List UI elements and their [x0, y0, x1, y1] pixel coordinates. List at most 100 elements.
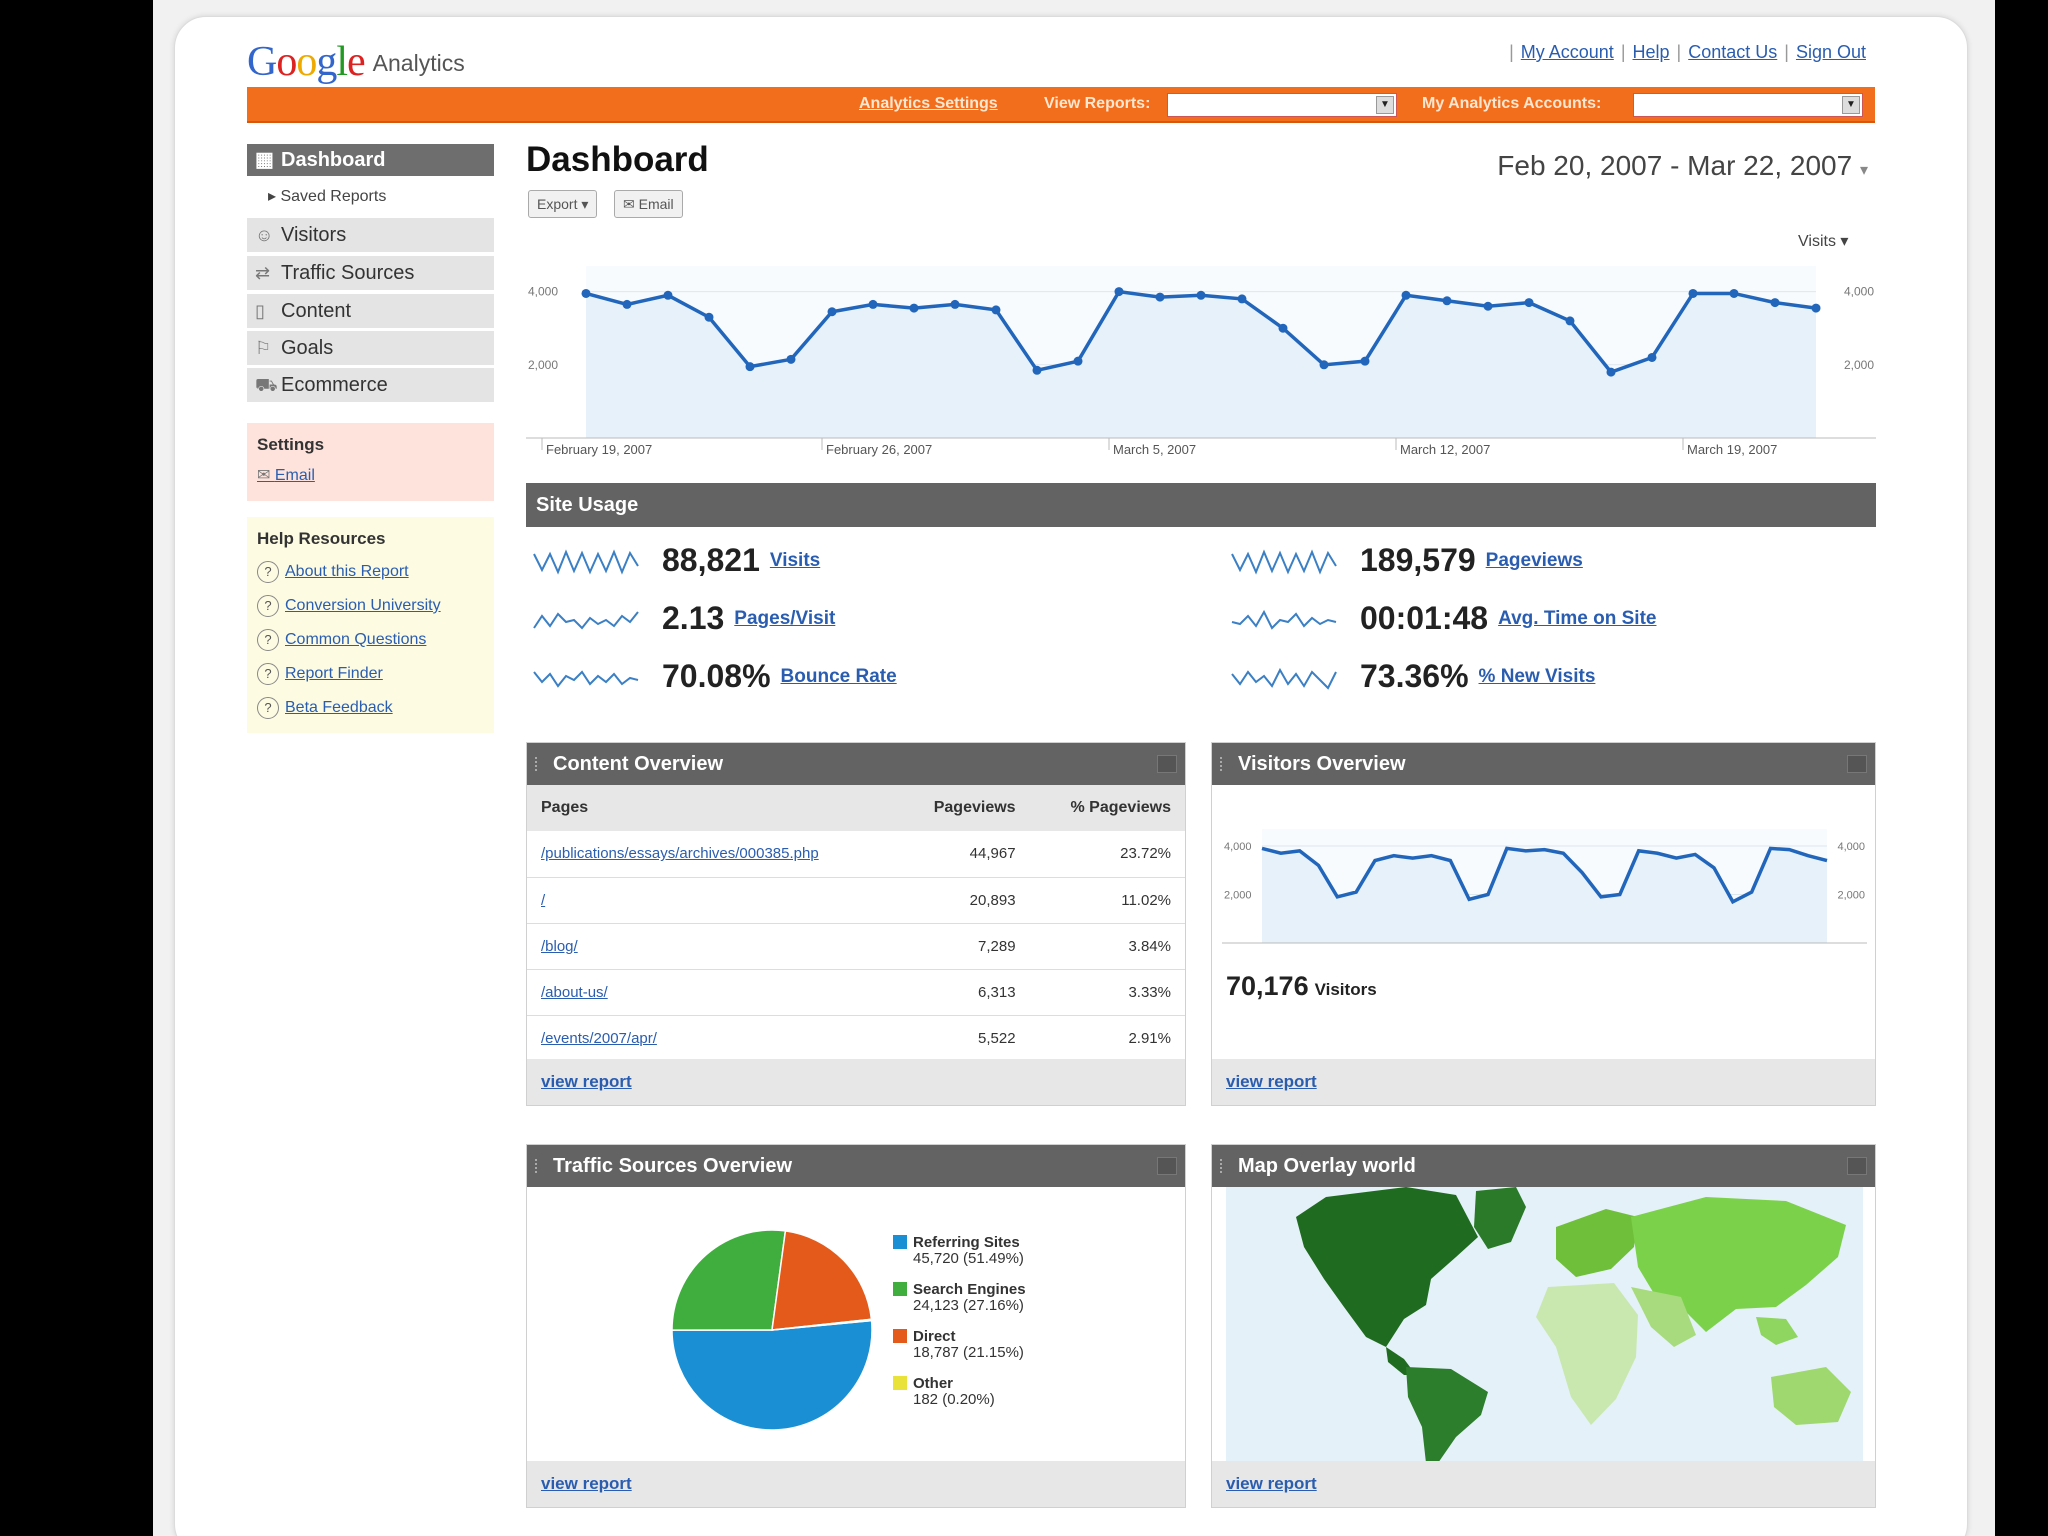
help-link[interactable]: Help: [1632, 42, 1670, 62]
metric-visits: 88,821 Visits: [532, 542, 820, 592]
visitors-line-chart: 4,000 4,000 2,000 2,000: [1222, 829, 1867, 944]
help-link-questions[interactable]: ? Common Questions: [257, 623, 484, 657]
analytics-settings-link[interactable]: Analytics Settings: [859, 95, 998, 112]
help-link-label: Report Finder: [285, 665, 383, 682]
pct-pageviews-cell: 3.33%: [1029, 969, 1185, 1016]
metric-selector[interactable]: Visits ▾: [1798, 233, 1849, 250]
view-report-link[interactable]: view report: [1212, 1059, 1875, 1105]
help-link-label: About this Report: [285, 563, 409, 580]
x-tick-label: March 19, 2007: [1687, 442, 1777, 457]
settings-email-link[interactable]: ✉ Email: [257, 465, 484, 485]
map-overlay-title: Map Overlay world: [1238, 1155, 1416, 1177]
settings-box: Settings ✉ Email: [247, 423, 494, 501]
map-region-south-america: [1406, 1367, 1488, 1463]
saved-reports-link[interactable]: ▸ Saved Reports: [268, 188, 387, 205]
help-link-conversion[interactable]: ? Conversion University: [257, 589, 484, 623]
help-link-label: Common Questions: [285, 631, 427, 648]
visits-link[interactable]: Visits: [769, 549, 821, 571]
metric-value: 88,821: [662, 542, 760, 578]
date-range-picker[interactable]: Feb 20, 2007 - Mar 22, 2007 ▾: [1497, 150, 1868, 182]
y-tick-label-right: 4,000: [1837, 841, 1865, 853]
my-account-link[interactable]: My Account: [1520, 42, 1614, 62]
pageviews-cell: 6,313: [896, 969, 1030, 1016]
pie-slice: [671, 1229, 787, 1331]
minimize-icon[interactable]: [1157, 1157, 1177, 1175]
page-link[interactable]: /publications/essays/archives/000385.php: [541, 845, 819, 863]
settings-title: Settings: [257, 435, 325, 454]
sidebar-item-traffic-sources[interactable]: ⇄ Traffic Sources: [247, 256, 494, 290]
data-point: [1401, 290, 1411, 300]
legend-value: 24,123 (27.16%): [913, 1297, 1024, 1314]
page-link[interactable]: /: [541, 891, 546, 909]
view-report-link[interactable]: view report: [1212, 1461, 1875, 1507]
contact-us-link[interactable]: Contact Us: [1688, 42, 1778, 62]
data-point: [1278, 323, 1288, 333]
sidebar-item-visitors[interactable]: ☺ Visitors: [247, 218, 494, 252]
sidebar-item-label: Visitors: [281, 224, 347, 246]
visits-line-chart: 4,000 4,000 2,000 2,000 February 19, 2007 Feb…: [526, 266, 1876, 457]
export-button[interactable]: Export ▾: [528, 190, 598, 218]
pct-pageviews-cell: 3.84%: [1029, 923, 1185, 970]
pageviews-link[interactable]: Pageviews: [1485, 549, 1583, 571]
view-reports-select[interactable]: ▼: [1167, 93, 1397, 117]
pageviews-cell: 5,522: [896, 1015, 1030, 1062]
visitors-overview-header[interactable]: Visitors Overview: [1212, 743, 1875, 785]
column-header-pct-pageviews[interactable]: % Pageviews: [1029, 785, 1185, 831]
help-link-report-finder[interactable]: ? Report Finder: [257, 657, 484, 691]
data-point: [827, 307, 837, 317]
page-link[interactable]: /events/2007/apr/: [541, 1029, 657, 1047]
drag-handle-icon[interactable]: [1220, 757, 1228, 771]
legend-value: 45,720 (51.49%): [913, 1250, 1024, 1267]
data-point: [1032, 365, 1042, 375]
date-range-label: Feb 20, 2007 - Mar 22, 2007: [1497, 150, 1853, 181]
minimize-icon[interactable]: [1847, 1157, 1867, 1175]
new-visits-link[interactable]: % New Visits: [1478, 665, 1596, 687]
page-link[interactable]: /about-us/: [541, 983, 608, 1001]
drag-handle-icon[interactable]: [535, 1159, 543, 1173]
minimize-icon[interactable]: [1847, 755, 1867, 773]
traffic-sources-header[interactable]: Traffic Sources Overview: [527, 1145, 1185, 1187]
page-link[interactable]: /blog/: [541, 937, 578, 955]
legend-value: 18,787 (21.15%): [913, 1344, 1024, 1361]
visitors-overview-title: Visitors Overview: [1238, 753, 1406, 775]
sidebar-item-ecommerce[interactable]: ⛟ Ecommerce: [247, 368, 494, 402]
help-link-about[interactable]: ? About this Report: [257, 555, 484, 589]
help-link-beta-feedback[interactable]: ? Beta Feedback: [257, 691, 484, 725]
drag-handle-icon[interactable]: [535, 757, 543, 771]
avg-time-link[interactable]: Avg. Time on Site: [1498, 607, 1657, 629]
settings-email-label: Email: [274, 467, 315, 484]
email-button[interactable]: ✉ Email: [614, 190, 683, 218]
world-map[interactable]: [1226, 1187, 1863, 1463]
my-accounts-select[interactable]: ▼: [1633, 93, 1863, 117]
data-point: [1114, 287, 1124, 297]
help-icon: ?: [257, 662, 279, 685]
data-point: [745, 362, 755, 372]
column-header-pageviews[interactable]: Pageviews: [896, 785, 1030, 831]
content-table: Pages Pageviews % Pageviews /publication…: [527, 785, 1185, 1062]
content-overview-header[interactable]: Content Overview: [527, 743, 1185, 785]
legend-item: Referring Sites 45,720 (51.49%): [893, 1235, 1024, 1267]
data-point: [704, 312, 714, 322]
minimize-icon[interactable]: [1157, 755, 1177, 773]
data-point: [1073, 356, 1083, 366]
drag-handle-icon[interactable]: [1220, 1159, 1228, 1173]
flag-icon: ⚐: [255, 338, 272, 358]
sidebar-item-dashboard[interactable]: ▦ Dashboard: [247, 144, 494, 176]
map-overlay-header[interactable]: Map Overlay world: [1212, 1145, 1875, 1187]
view-report-link[interactable]: view report: [527, 1059, 1185, 1105]
sidebar-item-content[interactable]: ▯ Content: [247, 294, 494, 328]
sign-out-link[interactable]: Sign Out: [1795, 42, 1866, 62]
data-point: [1483, 301, 1493, 311]
visitors-count: 70,176 Visitors: [1226, 971, 1377, 1002]
pages-per-visit-link[interactable]: Pages/Visit: [734, 607, 836, 629]
sidebar-item-label: Goals: [281, 337, 334, 359]
legend-label: Search Engines: [913, 1281, 1026, 1298]
sidebar-item-goals[interactable]: ⚐ Goals: [247, 331, 494, 365]
logo-word: Google: [247, 39, 366, 85]
column-header-pages[interactable]: Pages: [527, 785, 897, 831]
bounce-rate-link[interactable]: Bounce Rate: [780, 665, 897, 687]
metric-value: 73.36%: [1360, 658, 1469, 694]
google-analytics-logo[interactable]: Google Analytics: [247, 38, 465, 88]
legend-swatch: [893, 1329, 907, 1343]
view-report-link[interactable]: view report: [527, 1461, 1185, 1507]
